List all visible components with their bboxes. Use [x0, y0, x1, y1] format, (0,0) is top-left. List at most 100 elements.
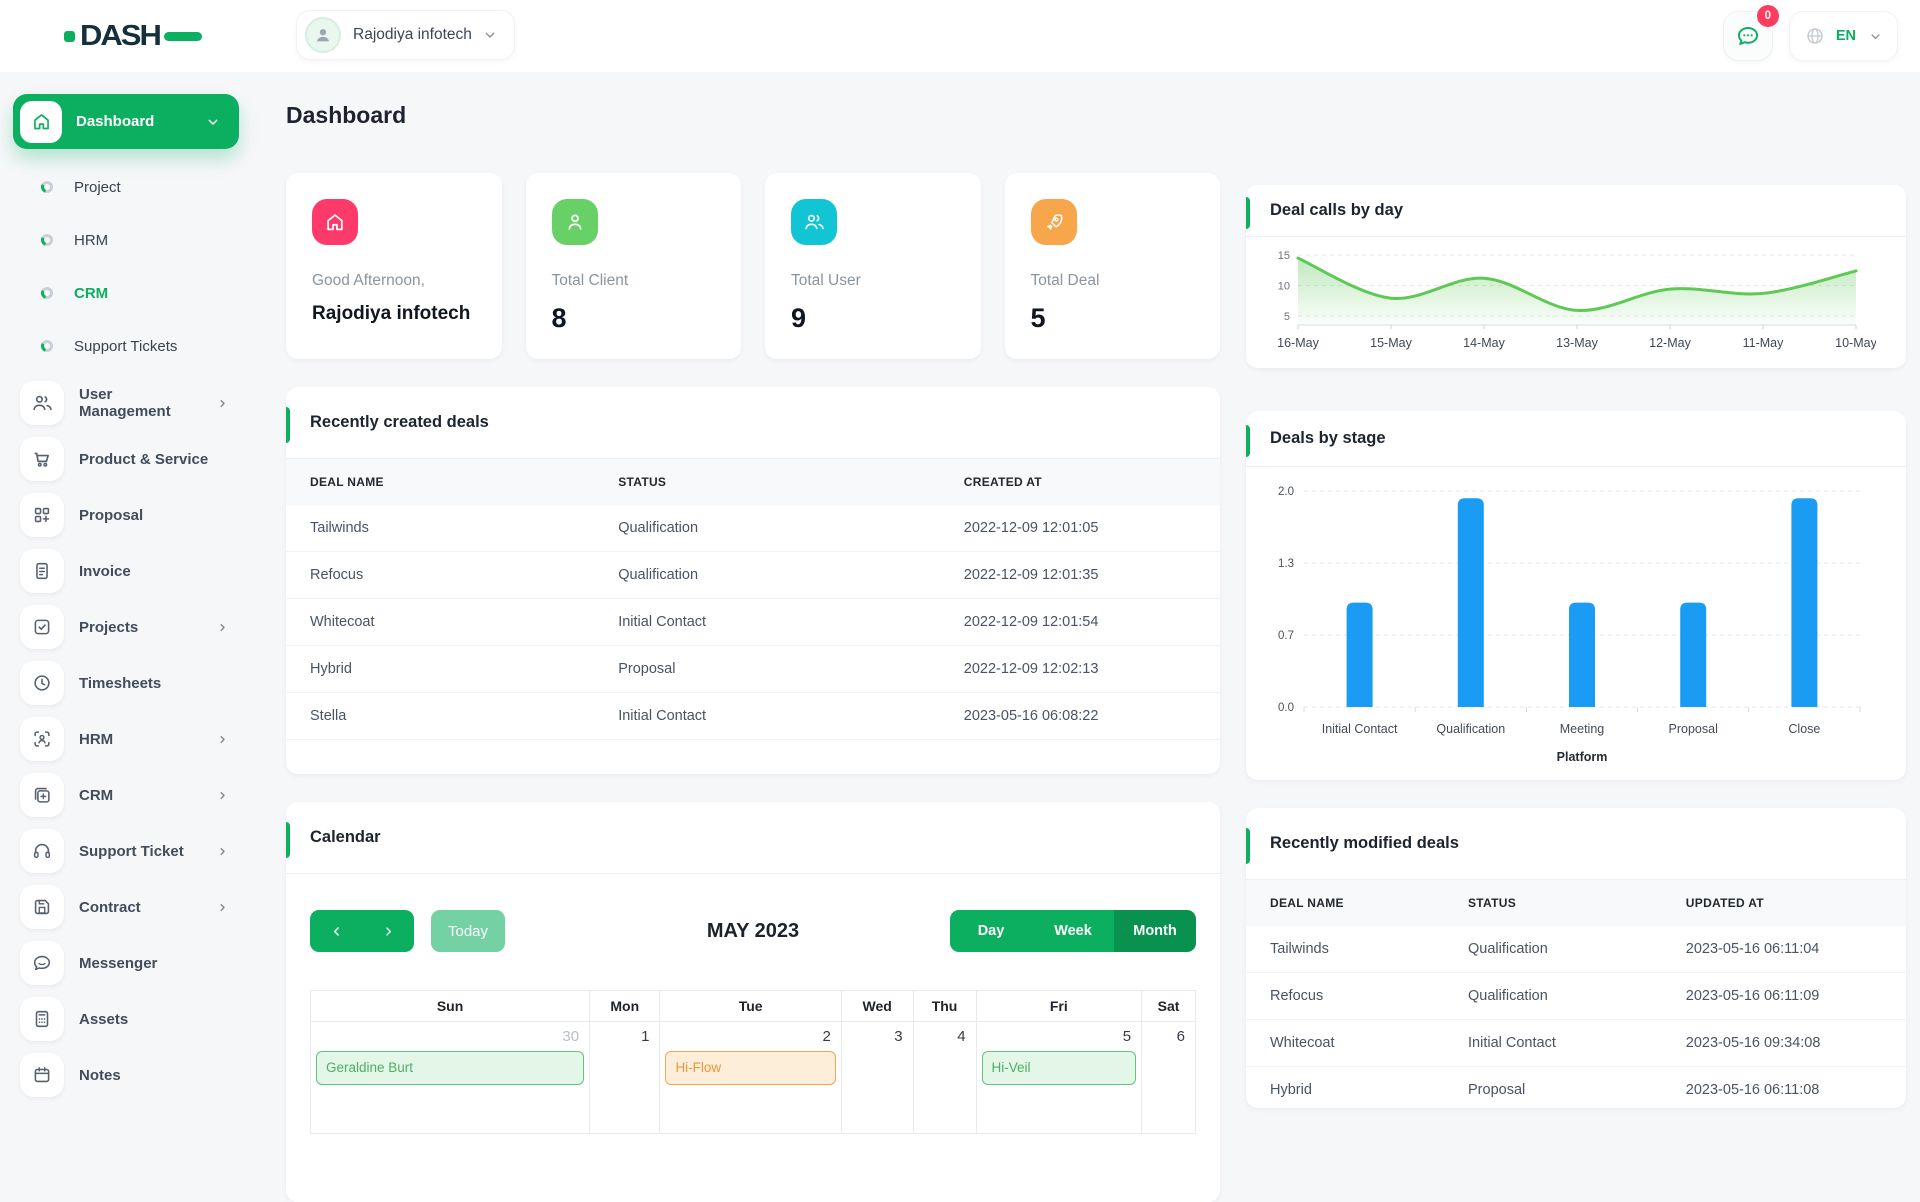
cell-created-at: 2022-12-09 12:01:35 — [940, 552, 1220, 599]
cell-status: Proposal — [594, 646, 940, 693]
rocket-icon — [1031, 199, 1077, 245]
workspace-selector[interactable]: Rajodiya infotech — [296, 10, 515, 60]
calendar-day-cell[interactable]: 2 Hi-Flow — [660, 1022, 841, 1134]
total-user-card: Total User 9 — [765, 173, 981, 359]
chevron-down-icon — [1868, 29, 1883, 44]
card-header: Recently created deals — [286, 387, 1220, 459]
chevron-right-icon — [216, 733, 229, 746]
sidebar-item-label: Contract — [79, 899, 206, 916]
card-title: Recently created deals — [310, 413, 489, 431]
app-logo[interactable]: DASH — [64, 18, 202, 54]
sidebar-item-messenger[interactable]: Messenger — [13, 940, 239, 986]
greeting-card: Good Afternoon, Rajodiya infotech — [286, 173, 502, 359]
page-title: Dashboard — [286, 102, 1220, 129]
svg-text:13-May: 13-May — [1556, 336, 1598, 350]
check-square-icon — [20, 605, 64, 649]
sidebar-item-product-service[interactable]: Product & Service — [13, 436, 239, 482]
prev-month-button[interactable] — [310, 910, 362, 952]
sidebar-item-dashboard[interactable]: Dashboard — [13, 94, 239, 149]
sidebar: Dashboard Project HRM CRM Support Ticket… — [0, 72, 252, 1080]
weekday-header: Wed — [841, 991, 913, 1022]
calendar-day-cell[interactable]: 4 — [913, 1022, 976, 1134]
svg-text:0.0: 0.0 — [1278, 702, 1294, 714]
sidebar-item-support-tickets[interactable]: Support Tickets — [13, 322, 239, 370]
floppy-icon — [20, 885, 64, 929]
chevron-right-icon — [216, 621, 229, 634]
table-row[interactable]: Tailwinds Qualification 2023-05-16 06:11… — [1246, 926, 1906, 973]
cell-status: Qualification — [594, 505, 940, 552]
sidebar-item-support-ticket[interactable]: Support Ticket — [13, 828, 239, 874]
table-row[interactable]: Hybrid Proposal 2023-05-16 06:11:08 — [1246, 1067, 1906, 1109]
cell-status: Initial Contact — [594, 693, 940, 740]
accent-bar — [286, 407, 290, 443]
scan-user-icon — [20, 717, 64, 761]
sidebar-item-crm[interactable]: CRM — [13, 269, 239, 317]
sidebar-item-project[interactable]: Project — [13, 163, 239, 211]
greeting-label: Good Afternoon, — [312, 272, 476, 290]
messages-button[interactable]: 0 — [1723, 11, 1773, 61]
column-header-created-at: CREATED AT — [940, 459, 1220, 505]
table-row[interactable]: Hybrid Proposal 2022-12-09 12:02:13 — [286, 646, 1220, 693]
cell-created-at: 2022-12-09 12:01:54 — [940, 599, 1220, 646]
week-view-button[interactable]: Week — [1032, 910, 1114, 952]
accent-bar — [1246, 828, 1250, 864]
language-selector[interactable]: EN — [1789, 11, 1898, 61]
sidebar-item-crm-menu[interactable]: CRM — [13, 772, 239, 818]
weekday-header: Sat — [1142, 991, 1196, 1022]
weekday-header: Tue — [660, 991, 841, 1022]
calendar-day-cell[interactable]: 3 — [841, 1022, 913, 1134]
stat-label: Total User — [791, 272, 955, 290]
calendar-day-cell[interactable]: 30 Geraldine Burt — [311, 1022, 590, 1134]
sidebar-item-timesheets[interactable]: Timesheets — [13, 660, 239, 706]
table-row[interactable]: Tailwinds Qualification 2022-12-09 12:01… — [286, 505, 1220, 552]
grid-icon — [20, 493, 64, 537]
sidebar-item-hrm[interactable]: HRM — [13, 216, 239, 264]
svg-text:Platform: Platform — [1557, 750, 1608, 764]
card-title: Recently modified deals — [1270, 834, 1459, 852]
sidebar-item-contract[interactable]: Contract — [13, 884, 239, 930]
card-header: Calendar — [286, 802, 1220, 874]
bullet-ring-icon — [41, 287, 53, 299]
calendar-day-cell[interactable]: 5 Hi-Veil — [976, 1022, 1142, 1134]
sidebar-item-user-management[interactable]: User Management — [13, 380, 239, 426]
calendar-card: Calendar Today MAY 2023 Day Week Month — [286, 802, 1220, 1202]
sidebar-item-label: Support Ticket — [79, 843, 206, 860]
calendar-day-cell[interactable]: 1 — [590, 1022, 660, 1134]
sidebar-item-hrm-menu[interactable]: HRM — [13, 716, 239, 762]
calendar-nav-group — [310, 910, 414, 952]
sidebar-item-assets[interactable]: Assets — [13, 996, 239, 1042]
logo-dot — [64, 31, 75, 42]
cell-deal-name: Whitecoat — [1246, 1020, 1444, 1067]
users-icon — [791, 199, 837, 245]
stat-cards-row: Good Afternoon, Rajodiya infotech Total … — [286, 173, 1220, 359]
today-button[interactable]: Today — [431, 910, 505, 952]
svg-text:10-May: 10-May — [1835, 336, 1876, 350]
table-row[interactable]: Refocus Qualification 2022-12-09 12:01:3… — [286, 552, 1220, 599]
cell-deal-name: Tailwinds — [1246, 926, 1444, 973]
cards-icon — [20, 773, 64, 817]
sidebar-item-label: Product & Service — [79, 451, 229, 468]
calendar-view-switcher: Day Week Month — [950, 910, 1196, 952]
month-view-button[interactable]: Month — [1114, 910, 1196, 952]
table-row[interactable]: Whitecoat Initial Contact 2023-05-16 09:… — [1246, 1020, 1906, 1067]
next-month-button[interactable] — [362, 910, 414, 952]
day-view-button[interactable]: Day — [950, 910, 1032, 952]
sidebar-item-proposal[interactable]: Proposal — [13, 492, 239, 538]
accent-bar — [286, 822, 290, 858]
table-row[interactable]: Whitecoat Initial Contact 2022-12-09 12:… — [286, 599, 1220, 646]
table-row[interactable]: Stella Initial Contact 2023-05-16 06:08:… — [286, 693, 1220, 740]
svg-text:14-May: 14-May — [1463, 336, 1505, 350]
sidebar-item-invoice[interactable]: Invoice — [13, 548, 239, 594]
svg-text:Proposal: Proposal — [1669, 722, 1718, 736]
svg-text:10: 10 — [1278, 280, 1290, 292]
sidebar-item-projects[interactable]: Projects — [13, 604, 239, 650]
sidebar-item-notes[interactable]: Notes — [13, 1052, 239, 1098]
sidebar-item-label: HRM — [79, 731, 206, 748]
date-number: 4 — [914, 1022, 976, 1047]
table-row[interactable]: Refocus Qualification 2023-05-16 06:11:0… — [1246, 973, 1906, 1020]
card-header: Deals by stage — [1246, 411, 1906, 467]
sidebar-item-label: Timesheets — [79, 675, 229, 692]
home-icon — [20, 101, 62, 143]
calendar-day-cell[interactable]: 6 — [1142, 1022, 1196, 1134]
